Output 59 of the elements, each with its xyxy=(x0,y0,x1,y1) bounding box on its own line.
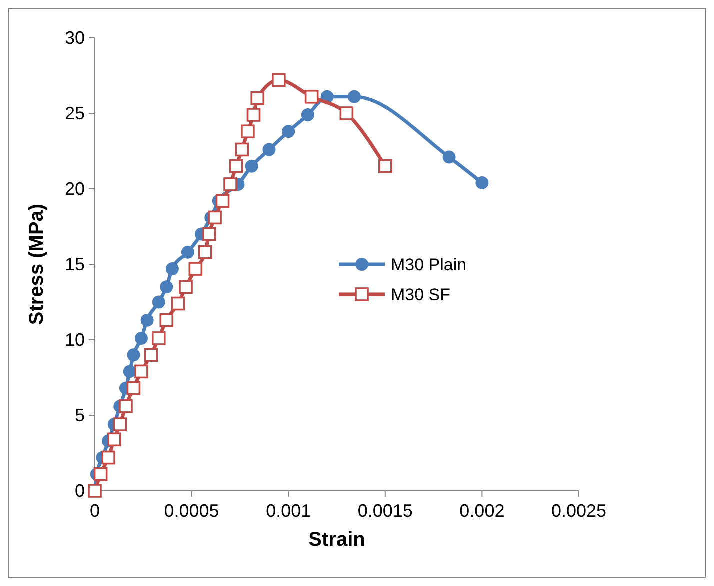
point xyxy=(202,227,216,242)
point xyxy=(126,381,141,396)
legend-label: M30 SF xyxy=(391,286,451,304)
point xyxy=(181,246,194,259)
x-axis-title: Strain xyxy=(308,529,366,551)
y-tick-label: 5 xyxy=(74,406,85,426)
point xyxy=(94,467,108,482)
point xyxy=(188,262,203,276)
x-tick-label: 0.0015 xyxy=(358,501,413,521)
point xyxy=(262,143,276,156)
point xyxy=(208,210,222,225)
y-axis-title: Stress (MPa) xyxy=(26,204,48,326)
legend-label: M30 Plain xyxy=(391,256,467,274)
point xyxy=(476,176,489,190)
x-tick-label: 0.0005 xyxy=(164,501,220,521)
x-tick-label: 0.002 xyxy=(460,501,505,521)
point xyxy=(301,108,314,122)
point xyxy=(246,108,261,122)
point xyxy=(152,296,166,309)
y-tick-label: 30 xyxy=(64,28,85,48)
point xyxy=(340,106,354,120)
point xyxy=(102,450,116,465)
point xyxy=(304,90,319,104)
point xyxy=(282,125,296,138)
point xyxy=(134,332,148,345)
point xyxy=(250,92,265,106)
point xyxy=(198,246,212,260)
x-tick-label: 0.001 xyxy=(266,501,312,521)
point xyxy=(245,160,258,173)
point xyxy=(123,365,136,378)
point xyxy=(107,432,122,447)
y-tick-label: 10 xyxy=(64,330,85,350)
point xyxy=(179,280,193,294)
point xyxy=(134,364,148,379)
point xyxy=(241,124,255,139)
point xyxy=(140,314,154,327)
point xyxy=(272,73,286,88)
point xyxy=(229,159,244,174)
y-tick-label: 0 xyxy=(74,481,85,501)
point xyxy=(152,332,166,346)
point xyxy=(113,418,128,432)
y-tick-label: 15 xyxy=(64,254,85,274)
y-tick-label: 20 xyxy=(64,179,85,199)
point xyxy=(378,159,392,174)
y-tick-label: 25 xyxy=(64,104,85,124)
point xyxy=(166,262,179,276)
point xyxy=(127,348,140,362)
point xyxy=(235,142,250,157)
point xyxy=(144,348,158,362)
point xyxy=(160,280,174,294)
point xyxy=(442,150,456,164)
x-tick-label: 0.0025 xyxy=(551,501,607,521)
point xyxy=(160,313,174,328)
point xyxy=(348,90,361,104)
point xyxy=(119,400,133,414)
point xyxy=(224,178,238,192)
point xyxy=(171,296,186,311)
x-tick-label: 0 xyxy=(90,501,100,521)
point xyxy=(216,194,230,208)
